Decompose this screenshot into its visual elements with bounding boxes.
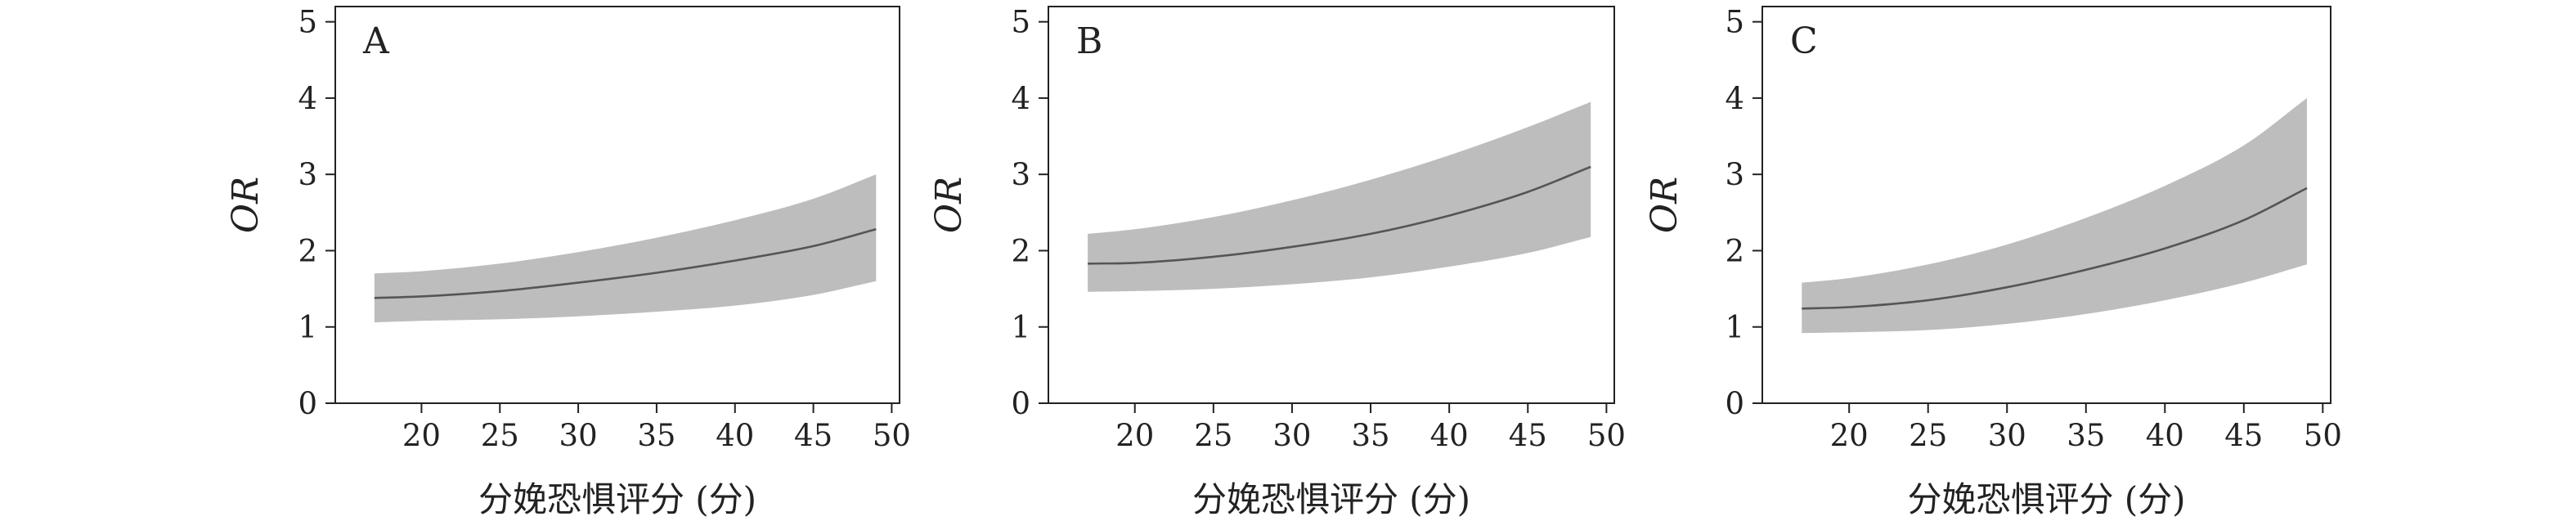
y-tick-label: 4 (298, 81, 317, 116)
x-tick-label: 50 (2304, 418, 2342, 453)
x-tick-label: 30 (1272, 418, 1311, 453)
y-tick-label: 2 (1725, 233, 1744, 268)
x-axis-title: 分娩恐惧评分 (分) (478, 479, 756, 519)
x-tick-label: 45 (1509, 418, 1547, 453)
x-tick-label: 35 (1352, 418, 1390, 453)
y-tick-label: 1 (1725, 310, 1744, 345)
y-tick-label: 3 (1011, 157, 1030, 192)
or-curve (1802, 186, 2308, 310)
y-tick-label: 2 (1011, 233, 1030, 268)
y-tick-label: 2 (298, 233, 317, 268)
x-tick-label: 40 (716, 418, 754, 453)
plot-frame (334, 6, 900, 404)
y-axis-title: OR (928, 177, 970, 233)
or-curve (374, 228, 877, 299)
x-tick-label: 20 (402, 418, 441, 453)
panel-label: B (1076, 20, 1102, 62)
confidence-band (1802, 97, 2307, 334)
y-tick-label: 0 (1725, 386, 1744, 421)
panel-label: C (1790, 20, 1818, 62)
y-tick-label: 1 (1011, 310, 1030, 345)
y-tick-label: 0 (298, 386, 317, 421)
x-tick-label: 30 (559, 418, 598, 453)
panel-label: A (362, 20, 390, 62)
y-axis-title: OR (225, 177, 267, 233)
x-tick-label: 35 (637, 418, 675, 453)
x-tick-label: 45 (794, 418, 832, 453)
y-tick-label: 5 (298, 5, 317, 40)
confidence-band (374, 174, 877, 323)
plot-frame (1761, 6, 2331, 404)
x-tick-label: 40 (2146, 418, 2184, 453)
x-tick-label: 25 (1194, 418, 1232, 453)
x-tick-label: 30 (1988, 418, 2026, 453)
confidence-band (1088, 101, 1591, 292)
x-tick-label: 40 (1430, 418, 1469, 453)
x-tick-label: 20 (1115, 418, 1154, 453)
y-tick-label: 4 (1011, 81, 1030, 116)
x-tick-label: 50 (1587, 418, 1626, 453)
or-curve (1088, 165, 1591, 265)
y-tick-label: 5 (1725, 5, 1744, 40)
x-tick-label: 50 (873, 418, 911, 453)
y-tick-label: 3 (1725, 157, 1744, 192)
y-tick-label: 3 (298, 157, 317, 192)
x-tick-label: 45 (2224, 418, 2263, 453)
x-tick-label: 25 (481, 418, 519, 453)
x-tick-label: 20 (1830, 418, 1869, 453)
x-tick-label: 25 (1909, 418, 1947, 453)
plot-frame (1048, 6, 1615, 404)
y-tick-label: 5 (1011, 5, 1030, 40)
y-tick-label: 4 (1725, 81, 1744, 116)
x-axis-title: 分娩恐惧评分 (分) (1907, 479, 2185, 519)
y-tick-label: 0 (1011, 386, 1030, 421)
x-axis-title: 分娩恐惧评分 (分) (1192, 479, 1470, 519)
y-tick-label: 1 (298, 310, 317, 345)
x-tick-label: 35 (2067, 418, 2105, 453)
y-axis-title: OR (1644, 177, 1685, 233)
